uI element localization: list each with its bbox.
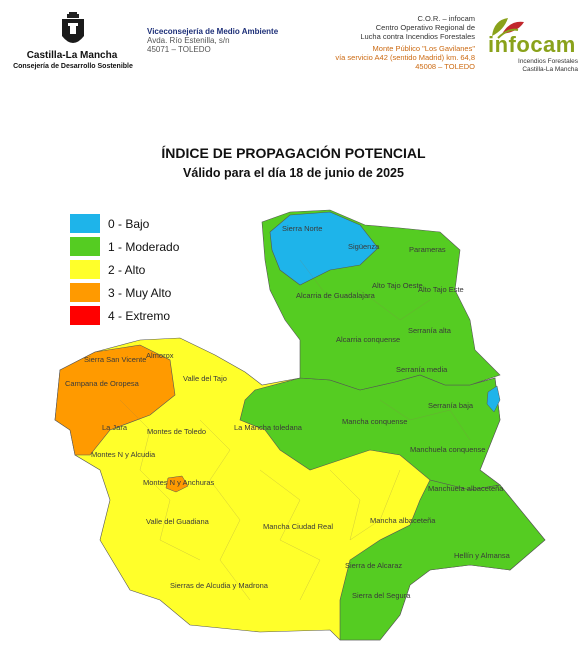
zone-manchuela-conquense: Manchuela conquense <box>410 445 485 454</box>
cor-title: C.O.R. – infocam <box>417 14 475 23</box>
legend-swatch-alto <box>70 260 100 279</box>
zone-sierra-alcaraz: Sierra de Alcaraz <box>345 561 402 570</box>
zone-la-jara: La Jara <box>102 423 128 432</box>
vice-info: Viceconsejería de Medio Ambiente Avda. R… <box>147 27 278 54</box>
header: Castilla-La Mancha Consejería de Desarro… <box>0 0 587 80</box>
leaf-icon <box>492 18 524 39</box>
castilla-la-mancha-crest-icon <box>62 12 84 43</box>
zone-alcarria-guadalajara: Alcarria de Guadalajara <box>296 291 376 300</box>
legend-swatch-muy-alto <box>70 283 100 302</box>
logo-text: infocam <box>488 32 576 57</box>
propagation-map: Sierra Norte Sigüenza Parameras Alcarria… <box>54 209 546 641</box>
cor-address-3: 45008 – TOLEDO <box>415 62 475 71</box>
page-subtitle: Válido para el día 18 de junio de 2025 <box>183 166 404 180</box>
region-southeast-green <box>339 479 546 641</box>
cor-line-2: Lucha contra Incendios Forestales <box>360 32 475 41</box>
zone-valle-tajo: Valle del Tajo <box>183 374 227 383</box>
legend-label-bajo: 0 - Bajo <box>108 217 150 231</box>
municipal-boundaries <box>119 259 471 601</box>
zone-mancha-conquense: Mancha conquense <box>342 417 407 426</box>
legend-label-muy-alto: 3 - Muy Alto <box>108 286 172 300</box>
zone-parameras: Parameras <box>409 245 446 254</box>
region-west-orange <box>54 344 176 456</box>
zone-siguenza: Sigüenza <box>348 242 380 251</box>
zone-montes-n-alcudia: Montes N y Alcudia <box>91 450 156 459</box>
zone-mancha-ciudad-real: Mancha Ciudad Real <box>263 522 333 531</box>
zone-montes-toledo: Montes de Toledo <box>147 427 206 436</box>
region-anchuras-orange <box>165 475 189 493</box>
zone-sierra-norte: Sierra Norte <box>282 224 322 233</box>
zone-montes-n-anchuras: Montes N y Anchuras <box>143 478 215 487</box>
logo-sub: Incendios Forestales Castilla-La Mancha <box>488 58 578 74</box>
logo-sub-1: Incendios Forestales <box>518 58 578 65</box>
legend-swatch-extremo <box>70 306 100 325</box>
zone-mancha-albacetena: Mancha albaceteña <box>370 516 436 525</box>
logo-sub-2: Castilla-La Mancha <box>522 66 578 73</box>
zone-alto-tajo-oeste: Alto Tajo Oeste <box>372 281 423 290</box>
zone-serrania-alta: Serranía alta <box>408 326 452 335</box>
zone-campana-oropesa: Campana de Oropesa <box>65 379 140 388</box>
region-department: Consejería de Desarrollo Sostenible <box>13 63 133 70</box>
zone-hellin-almansa: Hellín y Almansa <box>454 551 511 560</box>
zone-sierra-san-vicente: Sierra San Vicente <box>84 355 146 364</box>
region-sierra-norte-blue <box>269 211 379 286</box>
zone-manchuela-albacetena: Manchuela albaceteña <box>428 484 504 493</box>
zone-almorox: Almorox <box>146 351 174 360</box>
zone-alto-tajo-este: Alto Tajo Este <box>418 285 464 294</box>
vice-address-2: 45071 – TOLEDO <box>147 45 211 54</box>
page-title: ÍNDICE DE PROPAGACIÓN POTENCIAL <box>161 145 426 161</box>
cor-address-2: vía servicio A42 (sentido Madrid) km. 64… <box>335 53 475 62</box>
zone-alcarria-conquense: Alcarria conquense <box>336 335 400 344</box>
zone-la-mancha-toledana: La Mancha toledana <box>234 423 303 432</box>
cor-line-1: Centro Operativo Regional de <box>375 23 475 32</box>
vice-title: Viceconsejería de Medio Ambiente <box>147 27 279 36</box>
vice-address-1: Avda. Río Estenilla, s/n <box>147 36 230 45</box>
legend-label-extremo: 4 - Extremo <box>108 309 171 323</box>
cor-address-1: Monte Público "Los Gavilanes" <box>372 44 475 53</box>
legend-swatch-moderado <box>70 237 100 256</box>
cor-info: C.O.R. – infocam Centro Operativo Region… <box>330 14 475 71</box>
zone-sierras-alcudia-madrona: Sierras de Alcudia y Madrona <box>170 581 269 590</box>
legend-label-moderado: 1 - Moderado <box>108 240 180 254</box>
zone-serrania-media: Serranía media <box>396 365 448 374</box>
zone-valle-guadiana: Valle del Guadiana <box>146 517 210 526</box>
region-name: Castilla-La Mancha <box>26 50 118 61</box>
zone-serrania-baja: Serranía baja <box>428 401 474 410</box>
region-east-blue <box>486 385 501 413</box>
legend-swatch-bajo <box>70 214 100 233</box>
legend-label-alto: 2 - Alto <box>108 263 146 277</box>
zone-sierra-segura: Sierra del Segura <box>352 591 411 600</box>
